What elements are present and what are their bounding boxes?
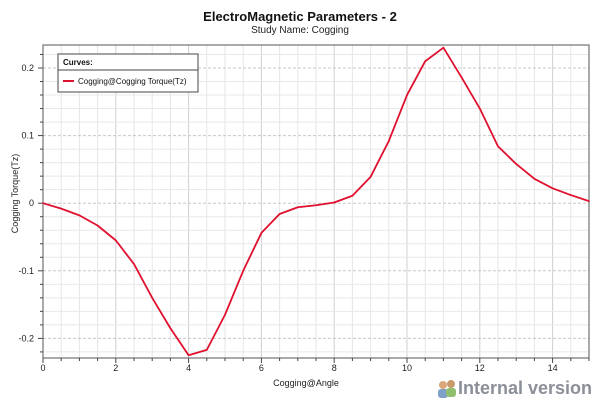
data-point bbox=[406, 94, 408, 96]
data-point bbox=[206, 349, 208, 351]
legend-title: Curves: bbox=[63, 58, 93, 67]
x-tick-label: 6 bbox=[259, 363, 264, 373]
data-point bbox=[169, 327, 172, 330]
data-point bbox=[351, 194, 354, 197]
x-tick-label: 0 bbox=[40, 363, 45, 373]
data-point bbox=[151, 297, 153, 299]
legend-box bbox=[57, 53, 199, 93]
y-tick-label: 0.2 bbox=[21, 63, 34, 73]
data-point bbox=[278, 213, 281, 215]
users-icon bbox=[436, 379, 458, 399]
data-point bbox=[333, 201, 336, 204]
y-tick-label: 0.1 bbox=[21, 131, 34, 141]
data-point bbox=[460, 76, 463, 79]
data-point bbox=[260, 232, 263, 234]
x-tick-label: 8 bbox=[332, 363, 337, 373]
x-tick-label: 10 bbox=[402, 363, 412, 373]
data-point bbox=[588, 200, 590, 202]
x-tick-label: 14 bbox=[548, 363, 558, 373]
y-tick-label: 0 bbox=[29, 198, 34, 208]
y-tick-label: -0.1 bbox=[18, 266, 34, 276]
data-point bbox=[533, 178, 536, 180]
chart-title: ElectroMagnetic Parameters - 2 bbox=[203, 9, 397, 24]
data-point bbox=[133, 263, 135, 265]
data-point bbox=[42, 202, 44, 204]
data-point bbox=[115, 239, 117, 242]
data-point bbox=[315, 204, 317, 207]
watermark: Internal version bbox=[436, 378, 592, 399]
x-tick-label: 4 bbox=[186, 363, 191, 373]
data-point bbox=[297, 206, 299, 209]
x-tick-label: 12 bbox=[475, 363, 485, 373]
chart-subtitle: Study Name: Cogging bbox=[251, 25, 349, 36]
data-point bbox=[242, 269, 244, 272]
data-point bbox=[187, 354, 190, 357]
data-point bbox=[369, 176, 372, 178]
data-point bbox=[388, 140, 390, 142]
data-point bbox=[78, 214, 81, 217]
watermark-text: Internal version bbox=[458, 378, 593, 398]
data-point bbox=[570, 194, 572, 196]
data-point bbox=[224, 313, 226, 316]
data-point bbox=[497, 145, 499, 148]
y-axis-label: Cogging Torque(Tz) bbox=[10, 154, 20, 233]
legend-entry: Cogging@Cogging Torque(Tz) bbox=[78, 77, 187, 86]
x-axis-label: Cogging@Angle bbox=[273, 378, 339, 388]
data-point bbox=[515, 163, 517, 165]
y-tick-label: -0.2 bbox=[18, 333, 34, 343]
data-point bbox=[96, 224, 99, 227]
data-point bbox=[424, 60, 427, 63]
data-point bbox=[60, 207, 62, 210]
data-point bbox=[442, 46, 445, 49]
data-point bbox=[479, 107, 481, 110]
data-point bbox=[551, 187, 554, 190]
x-tick-label: 2 bbox=[113, 363, 118, 373]
